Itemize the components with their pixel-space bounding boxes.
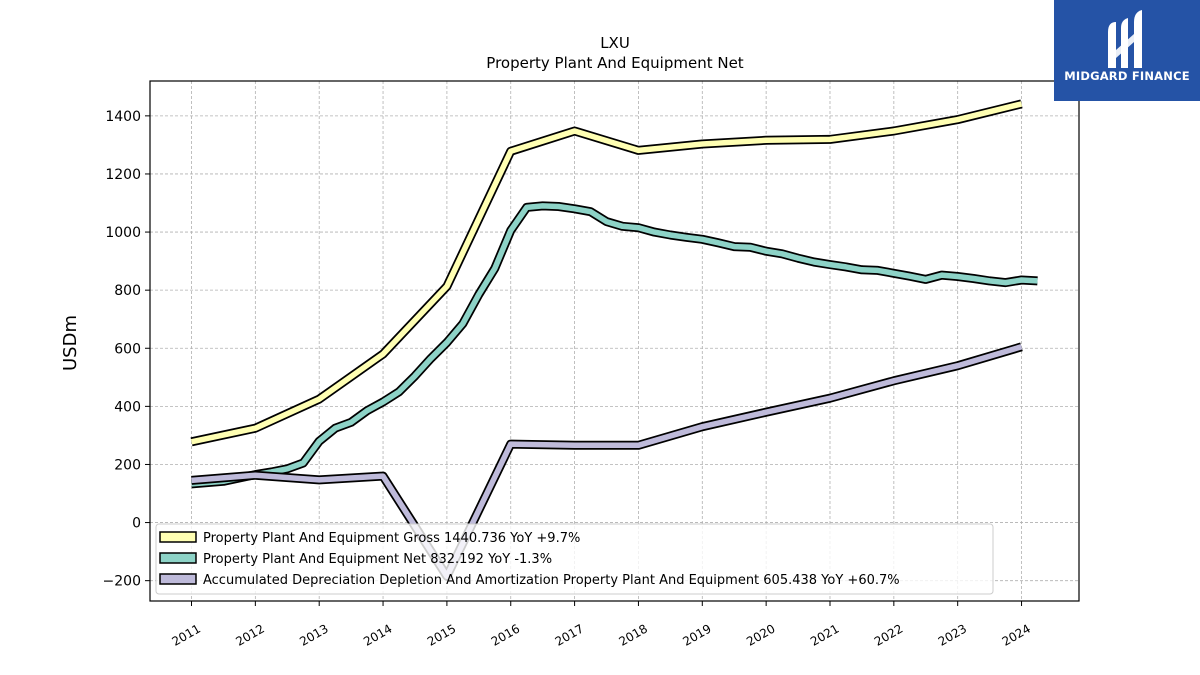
- y-tick-label: 400: [114, 399, 141, 415]
- x-tick-label: 2023: [936, 621, 969, 648]
- y-tick-label: 1000: [105, 225, 141, 241]
- legend-swatch-1: [159, 552, 197, 564]
- x-tick-label: 2017: [553, 621, 586, 648]
- x-tick-label: 2020: [744, 621, 777, 648]
- x-tick-label: 2019: [680, 621, 713, 648]
- x-tick-label: 2015: [425, 621, 458, 648]
- x-tick-label: 2022: [872, 621, 905, 648]
- y-tick-label: 1400: [105, 109, 141, 125]
- x-tick-label: 2021: [808, 621, 841, 648]
- x-tick-label: 2024: [1000, 621, 1033, 648]
- series-line-2: [191, 344, 1023, 580]
- x-tick-label: 2012: [233, 621, 266, 648]
- y-tick-label: 1200: [105, 167, 141, 183]
- legend-swatch-2: [159, 573, 197, 585]
- grid-lines: [150, 81, 1079, 601]
- y-tick-label: −200: [103, 574, 141, 590]
- chart-title: LXU: [600, 34, 630, 52]
- x-tick-label: 2011: [170, 621, 203, 648]
- logo-text: MIDGARD FINANCE: [1064, 69, 1190, 83]
- plot-frame: [149, 80, 1080, 602]
- brand-mark-icon: [1108, 10, 1142, 68]
- series-group: [190, 99, 1038, 581]
- series-line-1: [191, 203, 1038, 487]
- y-tick-label: 800: [114, 283, 141, 299]
- y-tick-label: 0: [132, 516, 141, 532]
- legend-box: [155, 523, 994, 595]
- y-tick-label: 200: [114, 457, 141, 473]
- x-tick-label: 2013: [297, 621, 330, 648]
- legend: Property Plant And Equipment Gross 1440.…: [155, 523, 994, 595]
- legend-label-1: Property Plant And Equipment Net 832.192…: [203, 552, 552, 567]
- legend-swatch-0: [159, 531, 197, 543]
- legend-label-2: Accumulated Depreciation Depletion And A…: [203, 573, 900, 588]
- series-line-0: [190, 101, 1023, 445]
- legend-label-0: Property Plant And Equipment Gross 1440.…: [203, 531, 580, 546]
- x-tick-label: 2018: [616, 621, 649, 648]
- chart-subtitle: Property Plant And Equipment Net: [486, 54, 743, 72]
- x-tick-label: 2014: [361, 621, 394, 648]
- y-axis-label: USDm: [60, 315, 81, 371]
- y-tick-label: 600: [114, 341, 141, 357]
- company-logo: MIDGARD FINANCE: [1054, 0, 1200, 101]
- x-tick-label: 2016: [489, 621, 522, 648]
